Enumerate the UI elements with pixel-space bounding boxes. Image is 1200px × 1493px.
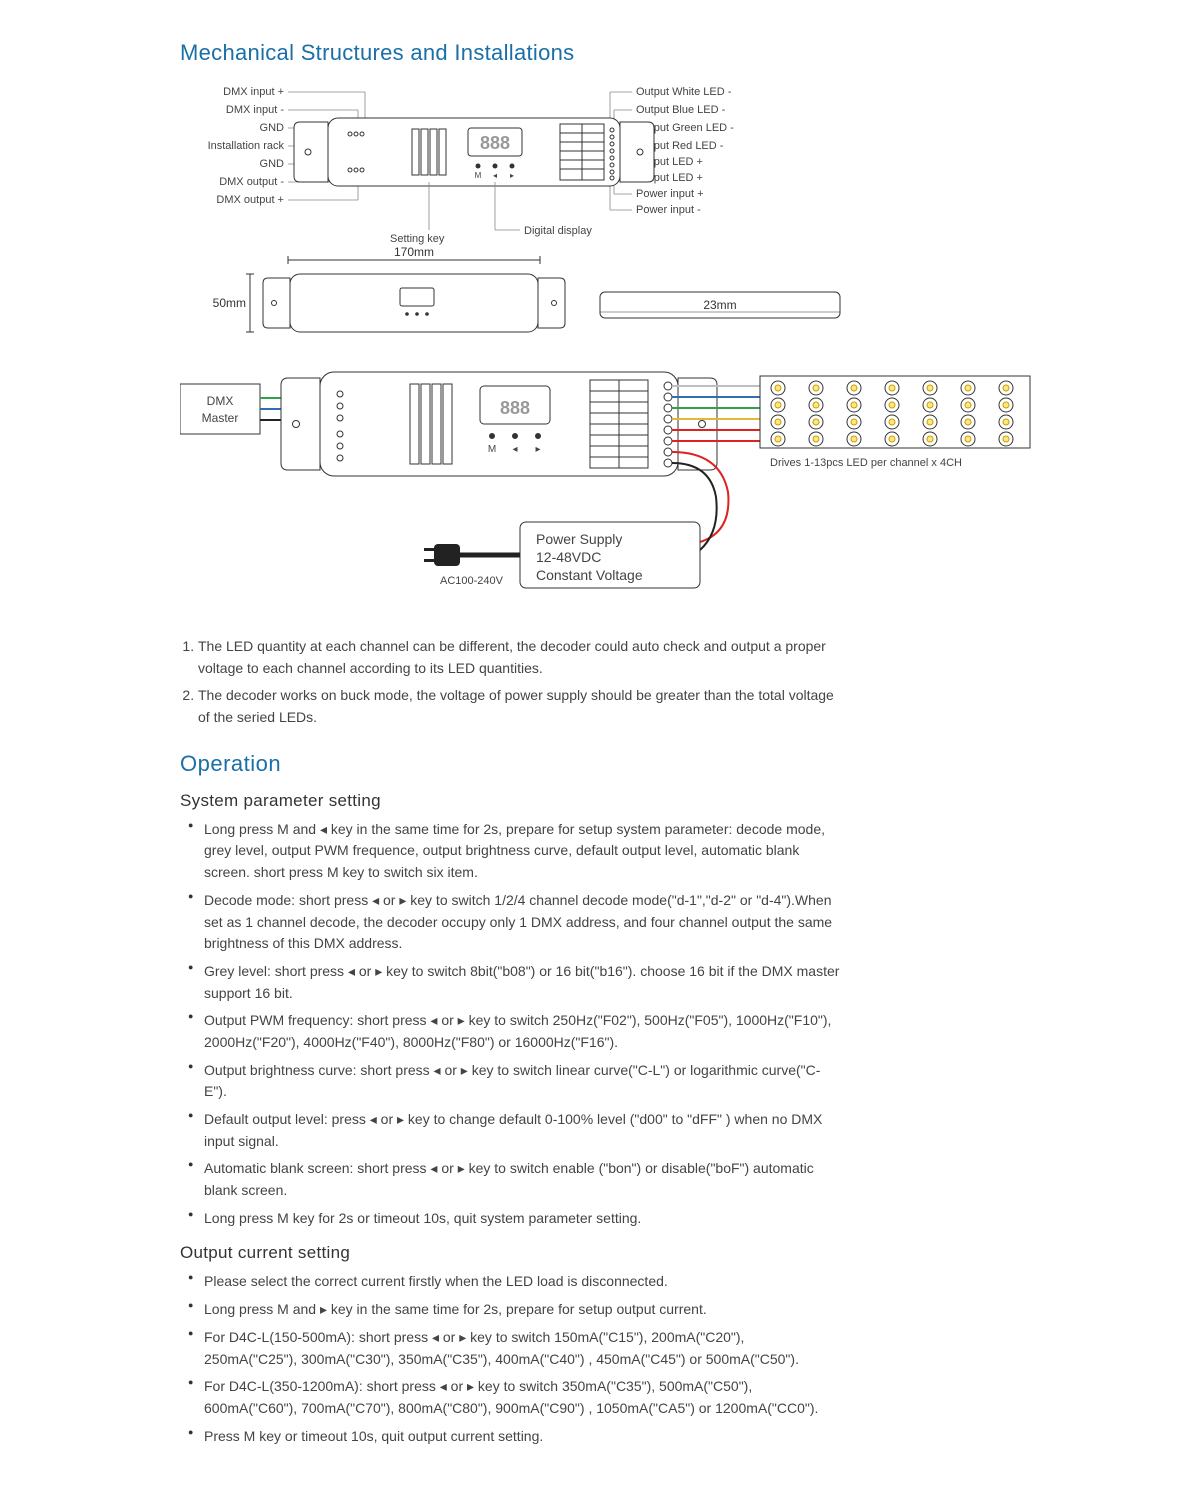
label-pwr-pos: Power input + xyxy=(636,188,704,200)
label-digital-display: Digital display xyxy=(524,225,592,237)
svg-text:M: M xyxy=(488,444,496,455)
list-item: Grey level: short press ◂ or ▸ key to sw… xyxy=(188,961,840,1004)
heading-operation: Operation xyxy=(180,751,840,777)
heading-mechanical: Mechanical Structures and Installations xyxy=(180,40,840,66)
svg-text:▸: ▸ xyxy=(535,444,540,455)
label-dmx-in-neg: DMX input - xyxy=(226,104,284,116)
list-item: Output PWM frequency: short press ◂ or ▸… xyxy=(188,1010,840,1053)
svg-text:◂: ◂ xyxy=(512,444,517,455)
device-front-dim: 170mm 50mm xyxy=(213,245,565,332)
svg-text:23mm: 23mm xyxy=(703,298,736,312)
label-dmx-out-neg: DMX output - xyxy=(219,176,284,188)
svg-text:◂: ◂ xyxy=(493,171,497,180)
list-item: Default output level: press ◂ or ▸ key t… xyxy=(188,1109,840,1152)
svg-text:170mm: 170mm xyxy=(394,245,434,259)
device-top-view: 888 M ◂ ▸ xyxy=(294,118,654,186)
svg-text:12-48VDC: 12-48VDC xyxy=(536,549,601,565)
page: Mechanical Structures and Installations … xyxy=(0,0,930,1493)
heading-outcurrent: Output current setting xyxy=(180,1243,840,1263)
device-side-dim: 23mm xyxy=(600,292,840,318)
label-dmx-in-pos: DMX input + xyxy=(223,86,284,98)
list-item: Long press M key for 2s or timeout 10s, … xyxy=(188,1208,840,1230)
sysparam-list: Long press M and ◂ key in the same time … xyxy=(180,819,840,1230)
label-gnd2: GND xyxy=(260,158,285,170)
wiring-diagram: DMX Master xyxy=(180,372,1030,588)
mechanical-diagram: DMX input + DMX input - GND Installation… xyxy=(180,82,1050,622)
label-pwr-neg: Power input - xyxy=(636,204,701,216)
label-out-white: Output White LED - xyxy=(636,86,732,98)
svg-text:Master: Master xyxy=(202,411,239,425)
svg-text:M: M xyxy=(475,171,482,180)
list-item: Output brightness curve: short press ◂ o… xyxy=(188,1060,840,1103)
list-item: Long press M and ▸ key in the same time … xyxy=(188,1299,840,1321)
plug-icon xyxy=(424,544,460,566)
label-setting-key: Setting key xyxy=(390,233,445,245)
heading-sysparam: System parameter setting xyxy=(180,791,840,811)
list-item: Press M key or timeout 10s, quit output … xyxy=(188,1426,840,1448)
label-ac: AC100-240V xyxy=(440,575,504,587)
power-supply-box: Power Supply 12-48VDC Constant Voltage xyxy=(520,522,700,588)
svg-text:50mm: 50mm xyxy=(213,296,246,310)
svg-text:▸: ▸ xyxy=(510,171,514,180)
led-array xyxy=(760,376,1030,448)
svg-text:DMX: DMX xyxy=(207,394,234,408)
notes-list: The LED quantity at each channel can be … xyxy=(180,636,840,729)
list-item: Please select the correct current firstl… xyxy=(188,1271,840,1293)
svg-text:888: 888 xyxy=(480,133,510,153)
label-drive-note: Drives 1-13pcs LED per channel x 4CH xyxy=(770,457,962,469)
svg-text:888: 888 xyxy=(500,398,530,418)
label-install-rack: Installation rack xyxy=(208,140,285,152)
outcurrent-list: Please select the correct current firstl… xyxy=(180,1271,840,1447)
label-out-blue: Output Blue LED - xyxy=(636,104,726,116)
label-dmx-out-pos: DMX output + xyxy=(216,194,284,206)
list-item: Automatic blank screen: short press ◂ or… xyxy=(188,1158,840,1201)
list-item: For D4C-L(150-500mA): short press ◂ or ▸… xyxy=(188,1327,840,1370)
note-item: The decoder works on buck mode, the volt… xyxy=(198,685,840,728)
label-gnd1: GND xyxy=(260,122,285,134)
list-item: Long press M and ◂ key in the same time … xyxy=(188,819,840,884)
list-item: For D4C-L(350-1200mA): short press ◂ or … xyxy=(188,1376,840,1419)
svg-text:Power Supply: Power Supply xyxy=(536,531,622,547)
note-item: The LED quantity at each channel can be … xyxy=(198,636,840,679)
svg-text:Constant Voltage: Constant Voltage xyxy=(536,567,643,583)
list-item: Decode mode: short press ◂ or ▸ key to s… xyxy=(188,890,840,955)
